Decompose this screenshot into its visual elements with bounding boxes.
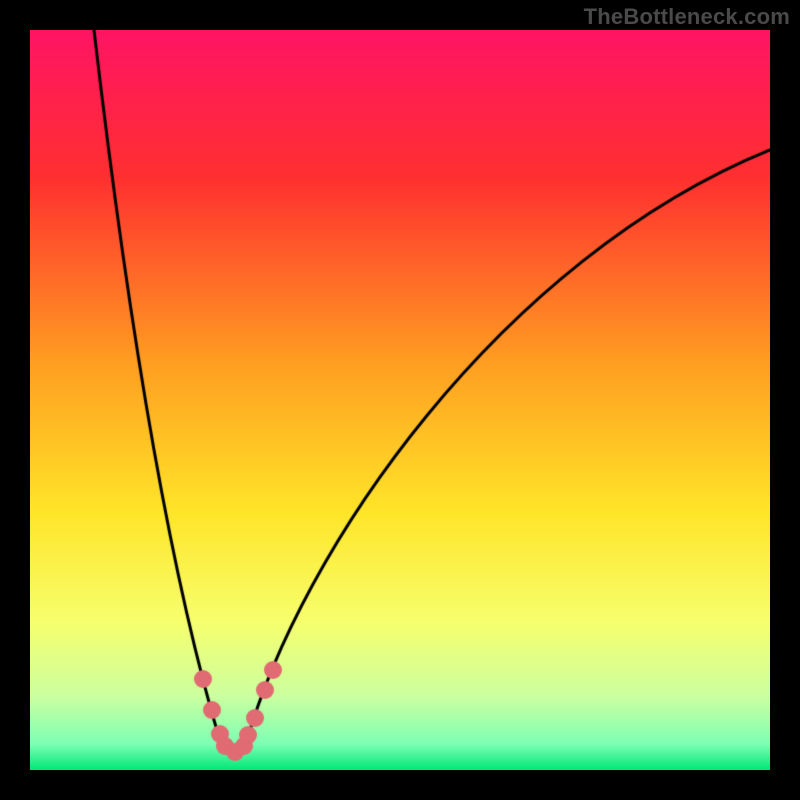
frame-outer: TheBottleneck.com [0, 0, 800, 800]
plot-area [30, 30, 770, 770]
watermark-label: TheBottleneck.com [584, 4, 790, 30]
bottleneck-chart-canvas [30, 30, 770, 770]
